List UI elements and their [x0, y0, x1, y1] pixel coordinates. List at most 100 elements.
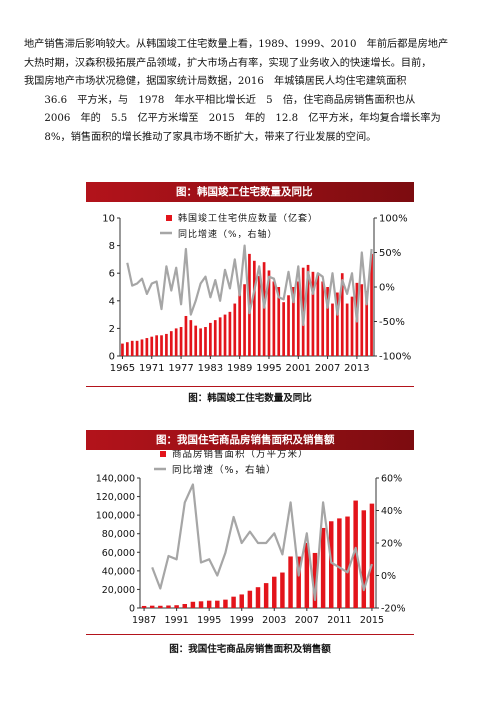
y-tick-label: 2: [109, 324, 115, 335]
bar: [233, 303, 237, 356]
y2-tick-label: 50%: [379, 248, 401, 259]
x-tick-label: 1987: [132, 615, 156, 626]
x-tick-label: 1971: [139, 363, 164, 374]
bar: [353, 500, 358, 608]
korea-housing-chart: 0 2 4 6 8 10 -100% -50% 0% 50% 100% 1965 1971 1977 198…: [102, 212, 411, 374]
bar: [160, 335, 163, 356]
bar: [141, 605, 147, 608]
chart-area: 0 20,000 40,000 60,000 80,000 100,000 120,000 1…: [86, 448, 414, 635]
bar: [121, 343, 124, 356]
bar: [218, 317, 222, 356]
bar: [267, 270, 271, 356]
y-tick-label: 8: [109, 241, 115, 252]
bar: [288, 556, 293, 608]
paragraph-line: 我国房地产市场状况稳健，据国家统计局数据，2016 年城镇居民人均住宅建筑面积: [24, 76, 407, 88]
bar: [204, 327, 207, 356]
bar: [365, 291, 369, 356]
china-sales-figure: 图：我国住宅商品房销售面积及销售额 0 20,000 40,000 60,000 80,…: [86, 430, 414, 635]
bar: [370, 253, 373, 356]
bar: [336, 292, 339, 356]
x-tick-label: 2001: [286, 363, 311, 374]
bar: [320, 527, 326, 608]
y-tick-label: 4: [109, 296, 115, 307]
x-tick-label: 2007: [315, 363, 340, 374]
x-tick-label: 1999: [230, 615, 254, 626]
y-tick-label: 60,000: [102, 548, 135, 559]
x-tick-label: 1995: [197, 615, 221, 626]
bar: [272, 576, 277, 608]
bar: [206, 600, 212, 608]
figure-banner: 图：韩国竣工住宅数量及同比: [86, 182, 414, 202]
bar: [292, 287, 295, 356]
legend-bar-swatch: [160, 451, 166, 457]
bar: [199, 328, 202, 356]
bar: [209, 322, 212, 356]
bar: [215, 600, 220, 608]
bar: [296, 281, 300, 356]
y-tick-label: 120,000: [96, 492, 135, 503]
bar: [130, 340, 134, 356]
figure-caption: 图：韩国竣工住宅数量及同比: [188, 393, 312, 404]
bar: [169, 331, 173, 356]
y-tick-label: 20,000: [102, 585, 135, 596]
bar: [326, 287, 329, 356]
paragraph-line: 8%，销售面积的增长推动了家具市场不断扩大，带来了行业发展的空间。: [24, 131, 377, 143]
bar: [198, 601, 204, 608]
bar: [350, 296, 354, 356]
y2-tick-label: 60%: [381, 474, 402, 485]
bar: [262, 262, 266, 356]
y-tick-label: 10: [102, 214, 115, 225]
x-tick-label: 1977: [168, 363, 193, 374]
body-paragraph: 地产销售滞后影响较大。从韩国竣工住宅数量上看，1989、1999、2010 年前…: [24, 36, 474, 148]
paragraph-line: 大热时期，汉森积极拓展产品领域，扩大市场占有率，实现了业务收入的快速增长。目前，: [24, 57, 432, 69]
x-tick-label: 1989: [227, 363, 252, 374]
bar: [182, 604, 187, 608]
y-tick-label: 0: [129, 604, 135, 615]
bar: [252, 260, 256, 356]
bar: [223, 599, 228, 608]
y-tick-label: 100,000: [96, 511, 135, 522]
y-tick-label: 0: [109, 352, 115, 363]
bar: [179, 327, 183, 356]
x-tick-label: 1983: [198, 363, 223, 374]
bar: [174, 328, 178, 356]
legend-bar-swatch: [166, 215, 172, 221]
bar: [280, 572, 285, 608]
china-sales-chart: 0 20,000 40,000 60,000 80,000 100,000 120,000 1…: [96, 448, 406, 626]
bar: [272, 281, 276, 356]
bar: [331, 303, 334, 356]
legend-line-label: 同比增速（%，右轴）: [172, 464, 277, 476]
bar: [145, 338, 149, 356]
bar: [337, 518, 342, 608]
x-tick-label: 1991: [165, 615, 189, 626]
bar: [228, 311, 232, 356]
bar: [361, 510, 367, 608]
legend-line-label: 同比增速（%，右轴）: [178, 228, 278, 240]
bar: [213, 320, 217, 356]
bar: [263, 583, 269, 608]
bar: [304, 542, 310, 608]
y2-tick-label: 0%: [381, 571, 396, 582]
bar: [243, 284, 246, 356]
x-tick-label: 1995: [256, 363, 281, 374]
bar: [231, 596, 236, 608]
bar: [329, 521, 334, 608]
bar: [165, 333, 168, 356]
bar: [247, 590, 253, 608]
korea-housing-figure: 图：韩国竣工住宅数量及同比 0 2 4 6 8 10 -100% -50% 0% 50% 100% 1…: [86, 182, 414, 387]
paragraph-line: 2006 年的 5.5 亿平方米增至 2015 年的 12.8 亿平方米，年均复…: [24, 113, 441, 125]
y-tick-label: 6: [109, 269, 115, 280]
y-tick-label: 140,000: [96, 474, 135, 485]
bar: [174, 605, 179, 608]
bar: [316, 274, 320, 356]
paragraph-line: 36.6 平方米，与 1978 年水平相比增长近 5 倍，住宅商品房销售面积也从: [24, 94, 416, 106]
y2-tick-label: -50%: [379, 317, 405, 328]
bar: [238, 291, 242, 356]
bar: [158, 605, 163, 608]
bar: [257, 275, 261, 356]
figure-caption: 图：我国住宅商品房销售面积及销售额: [169, 644, 331, 655]
x-tick-label: 1965: [110, 363, 135, 374]
legend-bar-label: 商品房销售面积（万平方米）: [172, 450, 309, 460]
bar: [140, 339, 144, 356]
bar: [149, 605, 155, 608]
